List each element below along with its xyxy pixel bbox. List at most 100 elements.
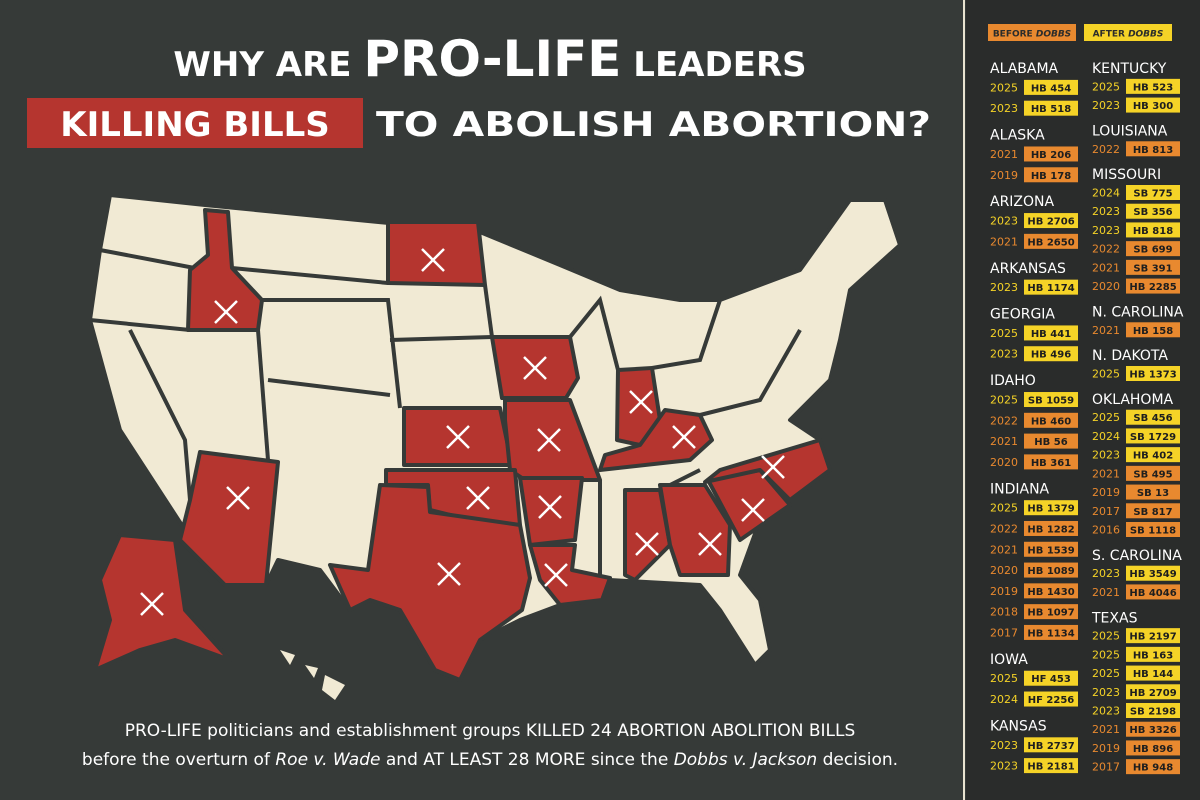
x-icon (741, 498, 765, 522)
bill-badge (1024, 562, 1078, 578)
bill-year: 2021 (1092, 324, 1120, 337)
legend-em: DOBBS (1128, 30, 1163, 40)
bill-badge (1126, 503, 1180, 519)
bill-number: HB 813 (1133, 145, 1173, 156)
bill-badge (1024, 758, 1078, 774)
bill-year: 2025 (1092, 630, 1120, 643)
bill-badge (1126, 222, 1180, 238)
bill-number: HB 496 (1031, 350, 1071, 361)
x-icon (140, 592, 164, 616)
bill-number: HB 178 (1031, 171, 1071, 182)
state-alaska (93, 533, 232, 672)
bill-year: 2024 (1092, 430, 1120, 443)
bill-badge (1024, 433, 1078, 449)
state-louisiana (528, 543, 612, 607)
bill-badge (1126, 409, 1180, 425)
bill-year: 2021 (990, 435, 1018, 448)
bill-number: SB 391 (1133, 263, 1172, 274)
state-name: LOUISIANA (1092, 123, 1168, 139)
bill-year: 2023 (990, 102, 1018, 115)
legend-key (988, 24, 1076, 41)
bill-badge (1126, 447, 1180, 463)
bill-number: HB 300 (1133, 101, 1173, 112)
bill-number: SB 2198 (1130, 707, 1176, 718)
bill-year: 2019 (990, 585, 1018, 598)
bill-number: HB 1282 (1027, 524, 1074, 535)
bill-year: 2022 (1092, 243, 1120, 256)
bill-year: 2024 (990, 693, 1018, 706)
state-georgia (658, 483, 732, 577)
bill-year: 2017 (990, 626, 1018, 639)
bill-badge (1126, 684, 1180, 700)
bill-number: HF 2256 (1028, 695, 1075, 706)
bill-year: 2025 (990, 672, 1018, 685)
bill-badge (1024, 392, 1078, 408)
bill-number: HB 460 (1031, 416, 1071, 427)
bill-year: 2022 (990, 414, 1018, 427)
bill-badge (1126, 703, 1180, 718)
bill-number: HB 1379 (1027, 504, 1074, 515)
bill-number: HB 2706 (1027, 217, 1074, 228)
bill-year: 2020 (1092, 280, 1120, 293)
state-north-carolina (703, 438, 832, 502)
bill-year: 2025 (1092, 368, 1120, 381)
legend-text: AFTER (1093, 30, 1128, 40)
bill-badge (1126, 740, 1180, 756)
bill-year: 2025 (1092, 80, 1120, 93)
title-part: LEADERS (621, 45, 806, 85)
bill-badge (1024, 412, 1078, 428)
bill-number: SB 1059 (1028, 396, 1074, 407)
bill-badge (1024, 325, 1078, 341)
bill-badge (1024, 670, 1078, 686)
bill-year: 2025 (990, 327, 1018, 340)
bill-badge (1126, 665, 1180, 681)
state-name: ALASKA (990, 128, 1045, 144)
state-name: ALABAMA (990, 61, 1059, 77)
bill-badge (1024, 604, 1078, 620)
bill-badge (1024, 624, 1078, 640)
bill-number: HB 518 (1031, 104, 1071, 115)
bill-badge (1024, 233, 1078, 249)
bill-year: 2023 (1092, 449, 1120, 462)
bill-badge (1024, 100, 1078, 116)
bill-badge (1126, 366, 1180, 381)
hawaii (280, 650, 295, 665)
bill-number: SB 1729 (1130, 432, 1176, 443)
highlight-box (27, 98, 363, 148)
bill-year: 2019 (1092, 486, 1120, 499)
bill-year: 2022 (1092, 143, 1120, 156)
state-name: IOWA (990, 652, 1028, 668)
bill-number: HF 453 (1031, 674, 1071, 685)
bill-year: 2017 (1092, 761, 1120, 774)
bill-number: HB 3326 (1129, 725, 1176, 736)
bill-year: 2025 (1092, 648, 1120, 661)
bill-year: 2023 (1092, 205, 1120, 218)
bill-year: 2021 (1092, 723, 1120, 736)
bill-badge (1126, 646, 1180, 662)
bill-year: 2021 (990, 148, 1018, 161)
state-name: S. CAROLINA (1092, 548, 1182, 564)
state-name: GEORGIA (990, 307, 1055, 323)
bill-badge (1024, 79, 1078, 95)
state-name: MISSOURI (1092, 167, 1161, 183)
bill-number: HB 2197 (1129, 632, 1176, 643)
x-icon (437, 562, 461, 586)
state-alabama (623, 488, 672, 582)
x-icon (629, 390, 653, 414)
bill-badge (1126, 97, 1180, 113)
bill-year: 2023 (1092, 99, 1120, 112)
bill-year: 2025 (1092, 411, 1120, 424)
bill-year: 2023 (990, 348, 1018, 361)
bill-number: HB 163 (1133, 650, 1173, 661)
state-name: KENTUCKY (1092, 61, 1167, 77)
bill-year: 2021 (1092, 467, 1120, 480)
bill-year: 2016 (1092, 524, 1120, 537)
bill-badge (1126, 721, 1180, 737)
title-highlight: KILLING BILLS (60, 105, 330, 145)
state-name: KANSAS (990, 718, 1047, 734)
bill-badge (1126, 428, 1180, 444)
bill-badge (1024, 583, 1078, 599)
bill-number: HB 896 (1133, 744, 1173, 755)
footer-line: before the overturn of Roe v. Wade and A… (82, 750, 898, 770)
bill-badge (1126, 522, 1180, 537)
